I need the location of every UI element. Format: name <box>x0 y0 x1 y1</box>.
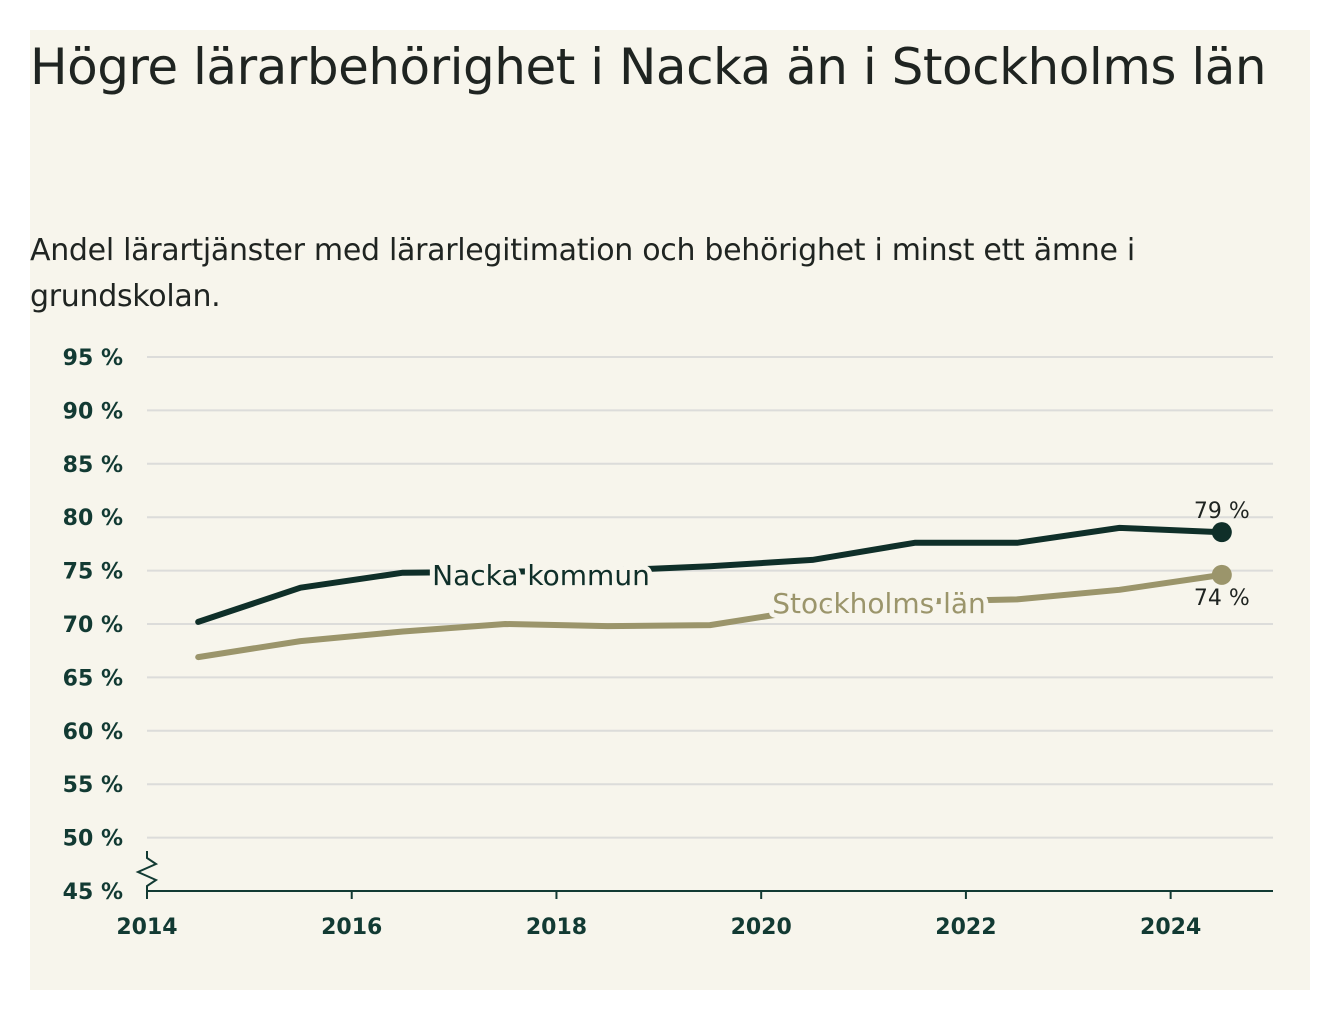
chart-card <box>30 30 1310 990</box>
chart-subtitle: Andel lärartjänster med lärarlegitimatio… <box>30 233 1135 314</box>
x-tick-label: 2022 <box>935 915 996 940</box>
x-axis: 2014 2016 2018 2020 2022 2024 <box>116 851 1273 940</box>
series-label-nacka: Nacka kommun <box>432 559 650 592</box>
y-tick-label: 60 % <box>63 720 123 745</box>
y-tick-label: 95 % <box>63 346 123 371</box>
series-lines <box>195 522 1232 661</box>
x-tick-label: 2020 <box>731 915 792 940</box>
series-line-nacka <box>195 524 1225 625</box>
gridlines <box>147 356 1273 839</box>
y-tick-label: 50 % <box>63 827 123 852</box>
y-tick-label: 45 % <box>63 880 123 905</box>
series-label-stockholm: Stockholms län <box>772 587 986 620</box>
series-labels: Nacka kommun Stockholms län 79 % 74 % <box>427 499 1250 625</box>
series-line-stockholm <box>195 571 1225 661</box>
y-tick-label: 70 % <box>63 613 123 638</box>
x-tick-label: 2024 <box>1140 915 1201 940</box>
chart-title: Högre lärarbehörighet i Nacka än i Stock… <box>30 38 1267 96</box>
x-tick-label: 2014 <box>116 915 177 940</box>
end-point-nacka <box>1211 522 1232 543</box>
y-tick-label: 55 % <box>63 773 123 798</box>
y-tick-label: 85 % <box>63 453 123 478</box>
y-tick-label: 90 % <box>63 399 123 424</box>
x-tick-label: 2016 <box>321 915 382 940</box>
y-tick-label: 80 % <box>63 506 123 531</box>
y-tick-label: 65 % <box>63 666 123 691</box>
axis-break-icon <box>135 851 159 891</box>
y-tick-label: 75 % <box>63 560 123 585</box>
end-label-nacka: 79 % <box>1194 499 1250 524</box>
y-axis: 45 % 50 % 55 % 60 % 65 % 70 % 75 % 80 % 85 % 90 %… <box>63 346 123 905</box>
x-tick-label: 2018 <box>526 915 587 940</box>
end-label-stockholm: 74 % <box>1194 586 1250 611</box>
end-point-stockholm <box>1211 564 1232 585</box>
